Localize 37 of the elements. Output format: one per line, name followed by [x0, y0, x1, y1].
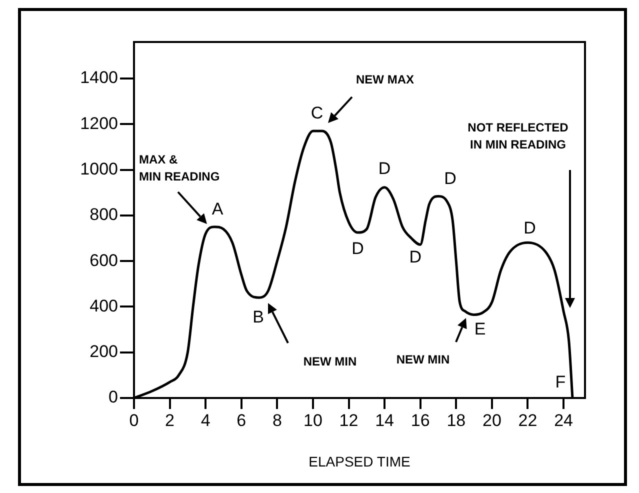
annotation: D	[378, 159, 391, 178]
y-tick-label: 0	[108, 388, 118, 407]
x-tick-label: 22	[518, 410, 538, 430]
y-tick-label: 1000	[80, 159, 118, 178]
x-tick-label: 20	[482, 410, 502, 430]
annotation: D	[444, 168, 456, 188]
y-tick-label: 400	[90, 296, 118, 316]
x-tick-label: 10	[304, 410, 322, 430]
y-tick-label: 1400	[80, 68, 118, 88]
annotation: NEW MIN	[303, 354, 357, 368]
annotation: MAX & MIN READING	[139, 152, 220, 184]
x-tick-label: 16	[410, 410, 430, 430]
annotation: A	[212, 200, 224, 219]
y-tick-label: 800	[90, 205, 118, 224]
annotation: F	[555, 372, 566, 392]
y-tick-label: 600	[90, 250, 118, 270]
x-tick-label: 8	[272, 410, 282, 430]
annotation: E	[474, 319, 486, 338]
y-tick-label: 200	[90, 342, 118, 362]
x-tick-label: 12	[339, 410, 358, 430]
x-axis-title: ELAPSED TIME	[308, 453, 410, 470]
x-tick-label: 14	[375, 410, 394, 430]
annotation: D	[524, 218, 536, 238]
annotation: C	[310, 104, 324, 123]
x-tick-label: 18	[446, 410, 466, 430]
annotation: NOT REFLECTED IN MIN READING	[468, 120, 569, 152]
x-tick-label: 2	[165, 410, 175, 430]
x-tick-label: 0	[129, 410, 139, 430]
annotation: D	[352, 239, 364, 258]
x-tick-label: 24	[554, 410, 573, 430]
annotation: NEW MIN	[396, 352, 450, 366]
x-tick-label: 4	[200, 410, 210, 430]
x-tick-label: 6	[236, 410, 246, 430]
annotation: NEW MAX	[356, 72, 414, 86]
y-tick-label: 1200	[80, 114, 118, 133]
annotation: D	[409, 247, 422, 266]
annotation: B	[252, 307, 264, 326]
